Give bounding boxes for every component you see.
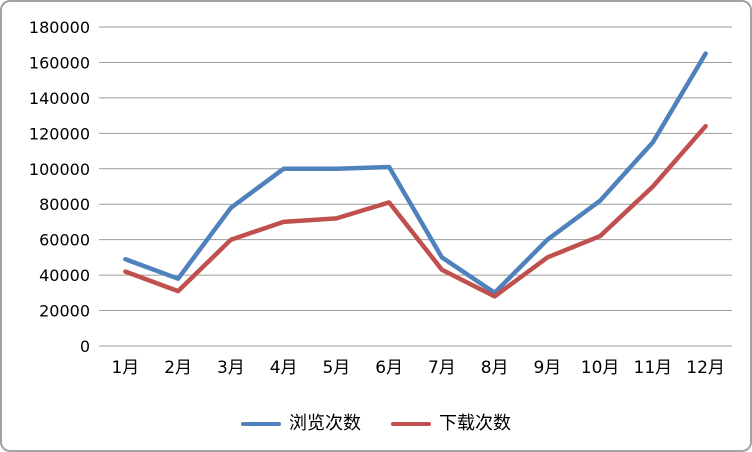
views-series-line-swatch: [241, 422, 281, 426]
x-tick-label: 5月: [322, 358, 350, 378]
legend-item-views: 浏览次数: [241, 415, 361, 433]
series-line-0: [123, 51, 708, 296]
downloads-series-legend-label: 下载次数: [439, 413, 511, 434]
y-axis-labels: 0 20000 40000 60000 80000 100000 120000 140000 1…: [29, 18, 90, 356]
y-tick-label: 0: [80, 337, 90, 356]
legend: 浏览次数 下载次数: [2, 406, 750, 442]
y-tick-label: 80000: [39, 195, 90, 214]
legend-item-downloads: 下载次数: [391, 415, 511, 433]
x-tick-label: 3月: [217, 358, 245, 378]
downloads-series-line-swatch: [391, 422, 431, 426]
x-tick-label: 1月: [111, 358, 139, 378]
x-tick-label: 6月: [375, 358, 403, 378]
x-tick-label: 8月: [481, 358, 509, 378]
x-tick-label: 10月: [581, 358, 620, 378]
x-tick-label: 9月: [533, 358, 561, 378]
y-tick-label: 140000: [29, 89, 90, 108]
series-line-1: [123, 123, 708, 299]
y-tick-label: 40000: [39, 266, 90, 285]
series-lines: [123, 51, 708, 299]
y-tick-label: 160000: [29, 53, 90, 72]
x-tick-label: 7月: [428, 358, 456, 378]
y-tick-label: 60000: [39, 231, 90, 250]
x-tick-label: 12月: [686, 358, 725, 378]
views-series-legend-label: 浏览次数: [289, 413, 361, 434]
x-tick-label: 4月: [270, 358, 298, 378]
y-tick-label: 100000: [29, 160, 90, 179]
x-axis-labels: 1月 2月 3月 4月 5月 6月 7月 8月 9月 10月 11月 12月: [111, 358, 724, 378]
gridlines: [99, 26, 732, 347]
x-tick-label: 11月: [634, 358, 673, 378]
x-tick-label: 2月: [164, 358, 192, 378]
y-tick-label: 120000: [29, 124, 90, 143]
y-tick-label: 20000: [39, 302, 90, 321]
y-tick-label: 180000: [29, 18, 90, 37]
